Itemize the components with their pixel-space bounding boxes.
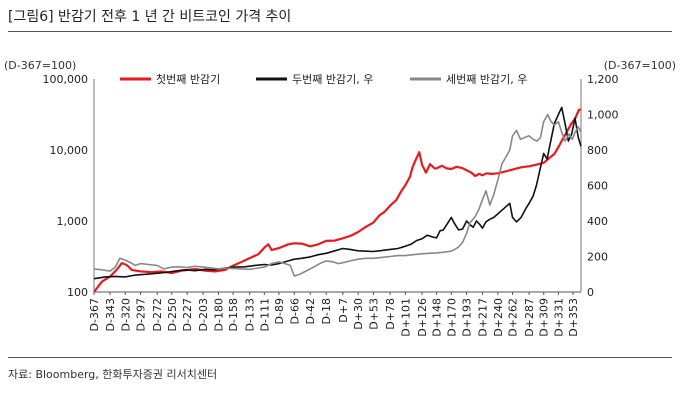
x-tick-label: D+262 (506, 298, 519, 337)
x-tick-label: D+353 (567, 298, 580, 337)
left-tick-label: 10,000 (50, 144, 89, 157)
x-tick-label: D-343 (104, 298, 117, 331)
bitcoin-halving-chart: (D-367=100) (D-367=100) 1001,00010,00010… (4, 59, 676, 337)
x-tick-label: D+170 (445, 298, 458, 337)
right-axis-unit-label: (D-367=100) (604, 59, 676, 72)
figure-source: 자료: Bloomberg, 한화투자증권 리서치센터 (8, 368, 218, 381)
x-tick-label: D-320 (119, 298, 132, 331)
x-tick-label: D+7 (337, 298, 350, 323)
x-tick-label: D+331 (552, 298, 565, 337)
x-tick-label: D+217 (477, 298, 490, 337)
right-tick-label: 400 (587, 215, 608, 228)
x-tick-label: D+309 (538, 298, 551, 337)
x-tick-label: D-133 (244, 298, 257, 331)
x-tick-label: D+126 (416, 298, 429, 337)
x-tick-label: D-203 (197, 298, 210, 331)
source-divider (8, 357, 672, 358)
series-line-3 (93, 113, 582, 277)
x-tick-label: D-89 (273, 298, 286, 324)
series-line-2 (93, 106, 582, 280)
x-tick-label: D-180 (212, 298, 225, 331)
x-tick-label: D+101 (399, 298, 412, 337)
right-tick-label: 0 (587, 286, 594, 299)
x-tick-label: D+287 (523, 298, 536, 337)
x-tick-label: D-42 (304, 298, 317, 324)
x-axis-ticks: D-367 D-343 D-320 D-297 D-272 D-250 D-227 D-203… (88, 292, 580, 337)
series-line-1 (93, 108, 581, 293)
legend-label: 두번째 반감기, 우 (292, 73, 373, 86)
x-tick-label: D+240 (492, 298, 505, 337)
left-tick-label: 100,000 (43, 73, 89, 86)
x-tick-label: D-227 (181, 298, 194, 331)
title-divider (8, 31, 672, 32)
x-tick-label: D+193 (461, 298, 474, 337)
x-tick-label: D-18 (320, 298, 333, 324)
x-tick-label: D+78 (384, 298, 397, 330)
legend-label: 세번째 반감기, 우 (446, 73, 527, 86)
left-tick-label: 1,000 (57, 215, 89, 228)
right-tick-label: 600 (587, 180, 608, 193)
right-axis: 0 200 400 600 800 1,000 1,200 (580, 73, 619, 299)
x-tick-label: D+30 (352, 298, 365, 330)
series-lines (93, 106, 582, 293)
x-tick-label: D-111 (258, 298, 271, 331)
x-tick-label: D+53 (367, 298, 380, 330)
left-axis: 100 1,000 10,000 100,000 (43, 73, 95, 299)
right-tick-label: 1,200 (587, 73, 619, 86)
right-tick-label: 800 (587, 144, 608, 157)
x-tick-label: D-250 (166, 298, 179, 331)
x-tick-label: D-272 (151, 298, 164, 331)
x-tick-label: D-367 (88, 298, 101, 331)
x-tick-label: D-66 (288, 298, 301, 324)
figure-title: [그림6] 반감기 전후 1 년 간 비트코인 가격 추이 (8, 9, 292, 25)
x-tick-label: D+148 (431, 298, 444, 337)
left-axis-unit-label: (D-367=100) (4, 59, 76, 72)
x-tick-label: D-158 (227, 298, 240, 331)
x-tick-label: D-297 (135, 298, 148, 331)
legend-label: 첫번째 반감기 (156, 73, 220, 86)
right-tick-label: 1,000 (587, 109, 619, 122)
left-tick-label: 100 (67, 286, 88, 299)
legend: 첫번째 반감기 두번째 반감기, 우 세번째 반감기, 우 (120, 73, 527, 86)
right-tick-label: 200 (587, 251, 608, 264)
